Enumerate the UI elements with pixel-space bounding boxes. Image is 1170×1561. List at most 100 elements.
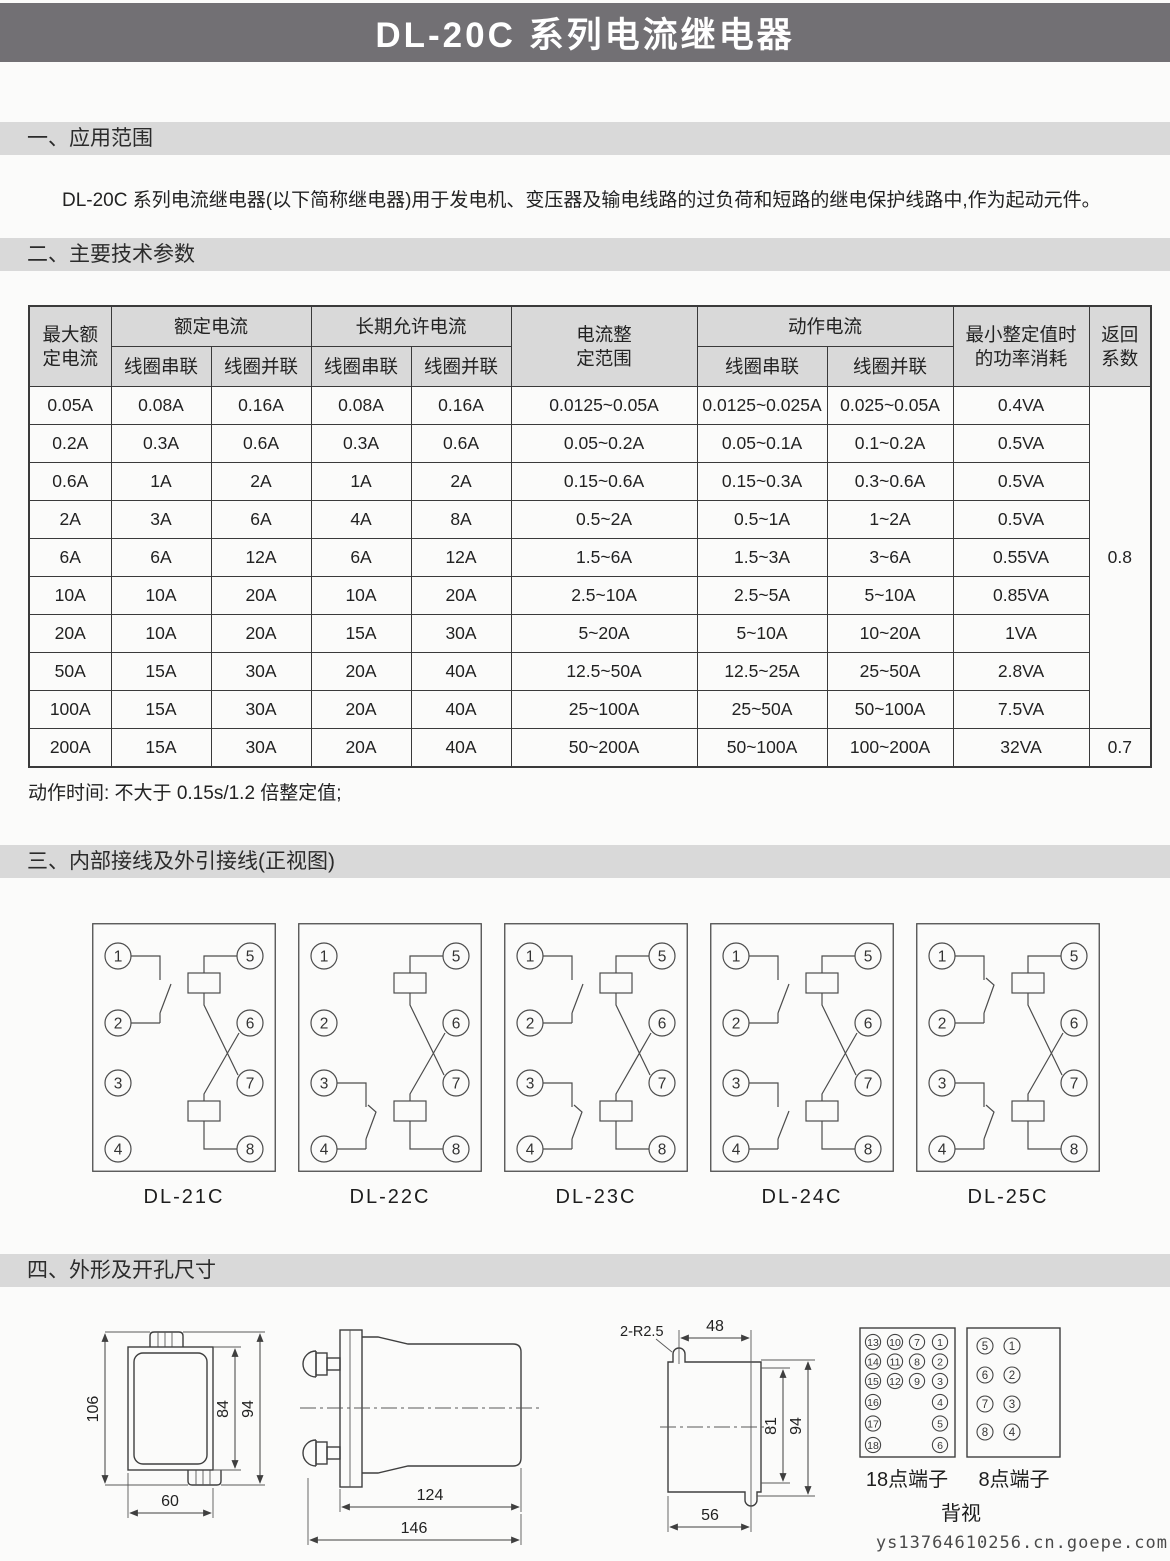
terminal-5	[442, 942, 470, 970]
coil-symbol	[187, 972, 221, 994]
svg-text:3: 3	[732, 1076, 741, 1093]
table-cell: 0.3~0.6A	[826, 462, 954, 501]
return-coefficient-cell: 0.8	[1088, 386, 1152, 729]
svg-text:4: 4	[1009, 1427, 1016, 1439]
svg-text:4: 4	[938, 1142, 947, 1159]
terminal-point-13	[864, 1333, 882, 1351]
svg-text:6: 6	[982, 1370, 988, 1382]
wiring-diagram-svg: 1 2 3 4 5 6 7 8	[504, 923, 688, 1172]
svg-text:8: 8	[658, 1142, 667, 1159]
terminal-3	[722, 1069, 750, 1097]
table-cell: 0.05A	[28, 386, 112, 425]
terminal-4	[928, 1135, 956, 1163]
svg-text:9: 9	[914, 1376, 920, 1388]
wiring-diagram-dl-22c: 1 2 3 4 5 6 7 8 DL-22C	[298, 923, 482, 1209]
terminal-7	[1060, 1069, 1088, 1097]
table-cell: 4A	[310, 500, 412, 539]
coil-symbol	[393, 972, 427, 994]
table-cell: 6A	[28, 538, 112, 577]
terminal-point-4	[931, 1393, 949, 1411]
terminal-point-3	[1003, 1395, 1021, 1413]
svg-text:2: 2	[320, 1016, 329, 1033]
terminal-8	[1060, 1135, 1088, 1163]
coil-symbol	[599, 1100, 633, 1122]
terminal-6	[1060, 1009, 1088, 1037]
table-cell: 1~2A	[826, 500, 954, 539]
normally-closed-contact	[337, 1082, 377, 1150]
table-cell: 0.6A	[28, 462, 112, 501]
coil-symbol	[599, 972, 633, 994]
table-cell: 8A	[410, 500, 512, 539]
side-view-drawing: 124 146	[300, 1329, 540, 1545]
table-cell: 0.08A	[310, 386, 412, 425]
dim-cutout-inner-height: 81	[763, 1417, 780, 1435]
subheader-coil-series: 线圈串联	[310, 346, 412, 387]
front-view-drawing: 106 84 94 60	[85, 1331, 265, 1518]
table-cell: 0.4VA	[952, 386, 1090, 425]
table-cell: 2.5~5A	[696, 576, 828, 615]
coil-symbol	[805, 1100, 839, 1122]
terminal-4	[722, 1135, 750, 1163]
table-cell: 6A	[310, 538, 412, 577]
table-row: 200A 15A 30A 20A 40A 50~200A 50~100A 100~200A 32…	[28, 728, 1152, 768]
table-cell: 2.8VA	[952, 652, 1090, 691]
terminal-1	[104, 942, 132, 970]
table-cell: 0.5~1A	[696, 500, 828, 539]
table-cell: 32VA	[952, 728, 1090, 768]
terminal-box-8	[966, 1327, 1061, 1458]
subheader-coil-parallel: 线圈并联	[210, 346, 312, 387]
table-cell: 10A	[28, 576, 112, 615]
table-cell: 2.5~10A	[510, 576, 698, 615]
table-cell: 40A	[410, 690, 512, 729]
panel-cutout-drawing: 48 2-R2.5 81 94 56	[620, 1318, 815, 1532]
table-cell: 0.08A	[110, 386, 212, 425]
terminal-point-7	[976, 1395, 994, 1413]
terminal-screw-top	[302, 1350, 341, 1378]
return-coefficient-cell: 0.7	[1088, 728, 1152, 768]
svg-text:5: 5	[452, 949, 461, 966]
subheader-coil-parallel: 线圈并联	[826, 346, 954, 387]
svg-text:8: 8	[914, 1356, 920, 1368]
coil-symbol	[1011, 1100, 1045, 1122]
section-parameters-header: 二、主要技术参数	[0, 238, 1170, 271]
wiring-diagram-dl-21c: 1 2 3 4 5 6 7 8 DL-21C	[92, 923, 276, 1209]
subheader-coil-parallel: 线圈并联	[410, 346, 512, 387]
table-cell: 20A	[210, 614, 312, 653]
svg-text:7: 7	[982, 1399, 988, 1411]
svg-text:15: 15	[867, 1376, 879, 1388]
svg-text:7: 7	[452, 1076, 461, 1093]
table-row: 2A 3A 6A 4A 8A 0.5~2A 0.5~1A 1~2A 0.5VA	[28, 500, 1151, 539]
terminal-point-3	[931, 1372, 949, 1390]
terminal-screw-bottom	[302, 1439, 341, 1467]
table-cell: 5~10A	[696, 614, 828, 653]
table-cell: 1A	[110, 462, 212, 501]
wiring-diagram-dl-23c: 1 2 3 4 5 6 7 8 DL-23C	[504, 923, 688, 1209]
table-cell: 0.1~0.2A	[826, 424, 954, 463]
intro-paragraph: DL-20C 系列电流继电器(以下简称继电器)用于发电机、变压器及输电线路的过负…	[62, 190, 1101, 211]
wiring-diagrams-row: 1 2 3 4 5 6 7 8 DL-21C 1 2 3 4 5 6 7 8 DL-22C 1 2 3 4 5 6 7 8 DL-2…	[92, 923, 1100, 1209]
table-cell: 0.0125~0.025A	[696, 386, 828, 425]
terminal-point-15	[864, 1372, 882, 1390]
terminal-point-10	[886, 1333, 904, 1351]
table-cell: 20A	[310, 652, 412, 691]
svg-text:7: 7	[864, 1076, 873, 1093]
terminal-8	[854, 1135, 882, 1163]
table-cell: 0.025~0.05A	[826, 386, 954, 425]
table-cell: 50A	[28, 652, 112, 691]
table-cell: 6A	[110, 538, 212, 577]
svg-text:17: 17	[867, 1418, 879, 1430]
section-dimensions-header: 四、外形及开孔尺寸	[0, 1254, 1170, 1287]
wiring-diagram-svg: 1 2 3 4 5 6 7 8	[916, 923, 1100, 1172]
svg-text:4: 4	[732, 1142, 741, 1159]
table-cell: 20A	[410, 576, 512, 615]
table-cell: 10A	[310, 576, 412, 615]
table-cell: 30A	[210, 652, 312, 691]
terminal-point-7	[908, 1333, 926, 1351]
title-banner: DL-20C 系列电流继电器	[0, 3, 1170, 62]
dim-cutout-bottom-width: 56	[701, 1507, 719, 1524]
terminal-1	[722, 942, 750, 970]
terminal-4	[310, 1135, 338, 1163]
spec-table-body: 0.05A 0.08A 0.16A 0.08A 0.16A 0.0125~0.05A 0.0…	[28, 386, 1152, 768]
terminal-6	[648, 1009, 676, 1037]
